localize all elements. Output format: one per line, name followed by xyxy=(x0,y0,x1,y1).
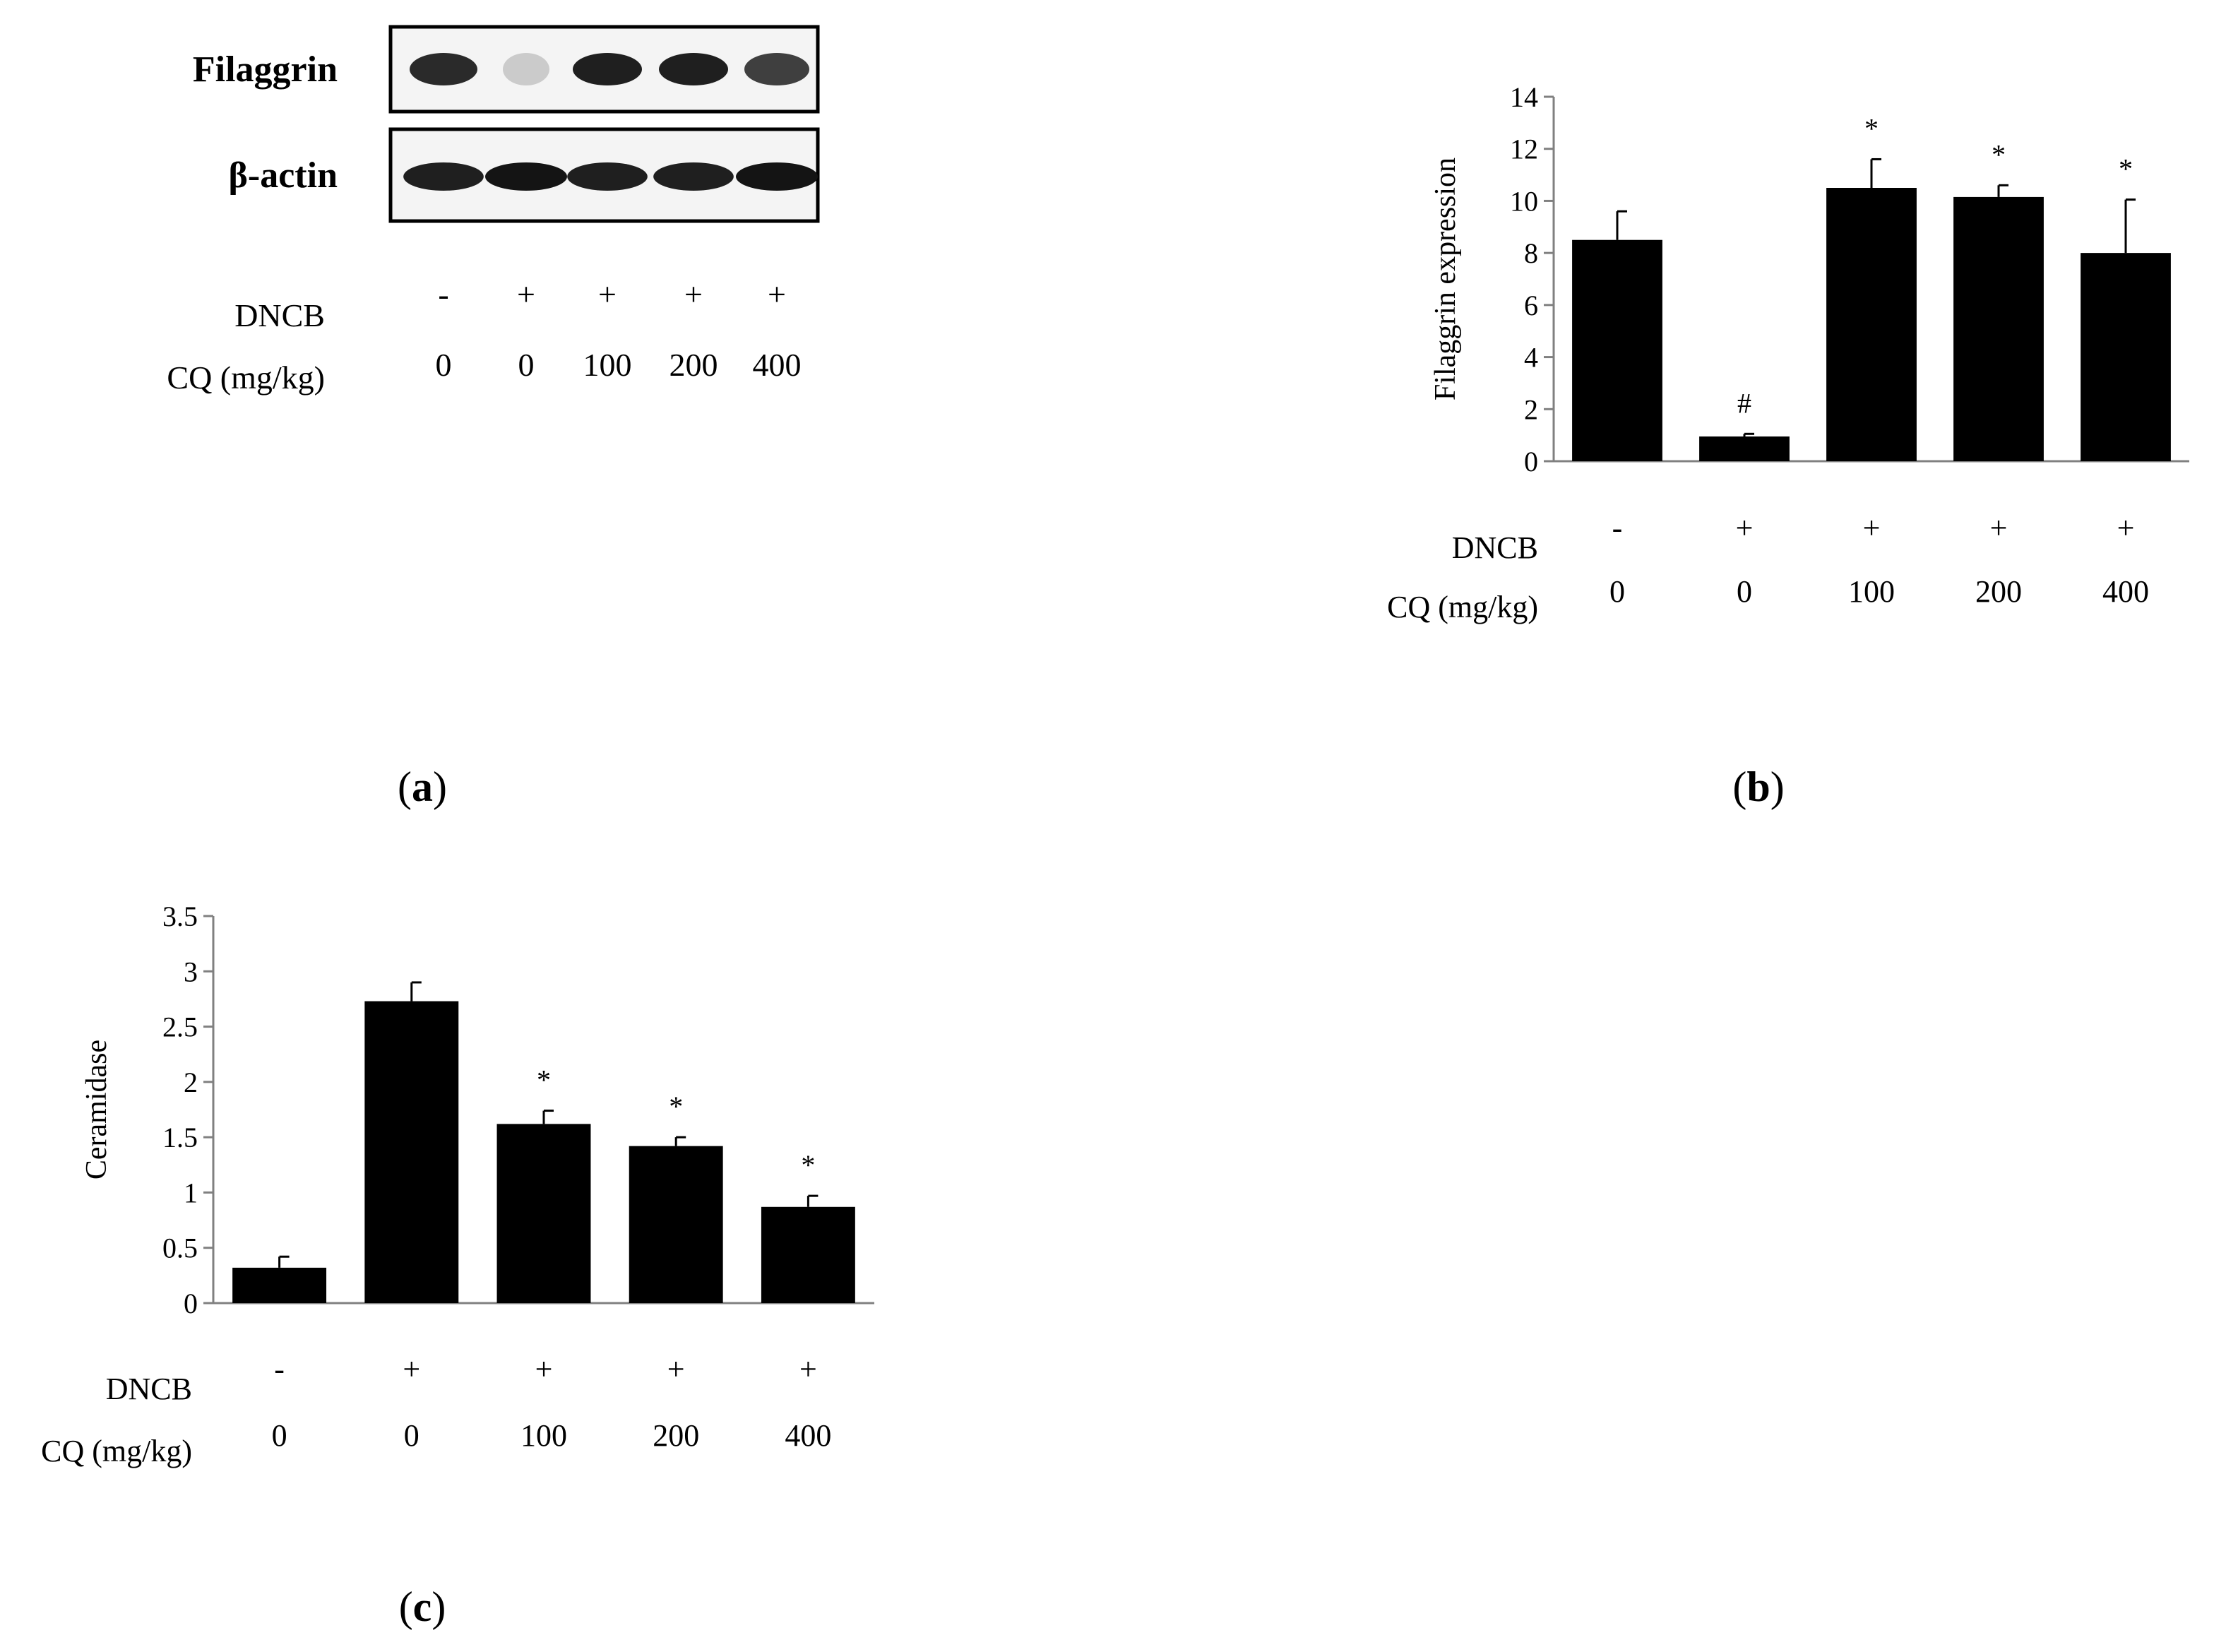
cq-value: 200 xyxy=(669,347,718,383)
cq-value: 400 xyxy=(753,347,802,383)
y-tick-label: 2 xyxy=(184,1066,198,1098)
blot-bands-beta-actin xyxy=(403,162,818,191)
significance-marker: * xyxy=(801,1149,815,1181)
cq-value: 200 xyxy=(1975,574,2022,609)
y-tick-label: 12 xyxy=(1510,133,1538,165)
cq-value: 100 xyxy=(520,1418,567,1453)
blot-band xyxy=(744,53,809,85)
significance-marker: * xyxy=(1864,112,1879,144)
y-tick-label: 6 xyxy=(1524,290,1538,321)
y-axis-label: Ceramidase xyxy=(81,1040,113,1179)
bar xyxy=(1699,436,1790,461)
y-tick-label: 10 xyxy=(1510,185,1538,217)
bar xyxy=(629,1146,723,1303)
cq-value: 400 xyxy=(785,1418,831,1453)
y-tick-label: 0 xyxy=(184,1288,198,1319)
cq-value: 0 xyxy=(1737,574,1752,609)
blot-band xyxy=(410,53,477,85)
dncb-value: + xyxy=(1990,511,2008,545)
significance-marker: # xyxy=(1737,387,1751,419)
dncb-value: + xyxy=(2117,511,2135,545)
y-tick-label: 2.5 xyxy=(162,1011,198,1043)
cq-value: 0 xyxy=(404,1418,419,1453)
bar xyxy=(364,1001,459,1303)
y-axis-label: Filaggrin expression xyxy=(1429,158,1462,400)
cq-value: 0 xyxy=(518,347,535,383)
y-tick-label: 14 xyxy=(1510,81,1538,113)
cq-row-label: CQ (mg/kg) xyxy=(167,359,325,396)
blot-band xyxy=(503,53,549,85)
panel-c-chart: 0 0.5 1 1.5 2 2.5 3 3.5 Ceramidase - 0 +0 * +100 * +200… xyxy=(41,901,874,1468)
dncb-value: + xyxy=(684,276,703,312)
dncb-row-label: DNCB xyxy=(234,297,325,333)
y-tick-label: 4 xyxy=(1524,342,1538,374)
y-tick-label: 1.5 xyxy=(162,1122,198,1153)
cq-value: 100 xyxy=(583,347,632,383)
blot-bands-filaggrin xyxy=(410,53,809,85)
significance-marker: * xyxy=(537,1064,551,1096)
cq-row-label: CQ (mg/kg) xyxy=(1387,590,1538,624)
blot-band xyxy=(403,162,484,191)
y-tick-label: 3.5 xyxy=(162,901,198,932)
cq-value: 0 xyxy=(1609,574,1625,609)
blot-band xyxy=(736,162,818,191)
cq-value: 0 xyxy=(272,1418,287,1453)
cq-value: 100 xyxy=(1848,574,1895,609)
dncb-value: + xyxy=(1736,511,1754,545)
dncb-value: + xyxy=(517,276,535,312)
significance-marker: * xyxy=(2119,153,2133,185)
panel-b-chart: 0 2 4 6 8 10 12 14 Filaggrin expression - 0 # +0 * +10… xyxy=(1387,81,2189,624)
significance-marker: * xyxy=(669,1091,683,1122)
panel-a-treatment-columns: - + + + +0 0 100 200 400 xyxy=(436,276,802,383)
y-tick-label: 8 xyxy=(1524,237,1538,269)
blot-label-beta-actin: β-actin xyxy=(229,155,338,196)
bar xyxy=(1826,188,1917,461)
bar xyxy=(2081,253,2171,461)
y-tick-label: 0.5 xyxy=(162,1232,198,1264)
dncb-row-label: DNCB xyxy=(106,1372,192,1406)
blot-band xyxy=(567,162,648,191)
dncb-value: + xyxy=(535,1352,553,1386)
dncb-value: + xyxy=(799,1352,817,1386)
blot-label-filaggrin: Filaggrin xyxy=(193,49,338,90)
bar xyxy=(232,1267,327,1303)
panel-b-caption: (b) xyxy=(1732,763,1784,810)
bar xyxy=(761,1206,855,1303)
dncb-value: - xyxy=(1612,511,1623,545)
dncb-row-label: DNCB xyxy=(1452,530,1538,565)
dncb-value: + xyxy=(1863,511,1881,545)
cq-value: 400 xyxy=(2102,574,2149,609)
dncb-value: + xyxy=(403,1352,420,1386)
panel-c-caption: (c) xyxy=(399,1583,446,1630)
y-tick-label: 1 xyxy=(184,1177,198,1208)
dncb-value: - xyxy=(274,1352,285,1386)
bar xyxy=(1572,239,1662,461)
bar xyxy=(1953,196,2044,461)
panel-a: Filaggrin β-actin DNCB CQ (mg/kg) - + + + +0… xyxy=(167,25,820,810)
blot-band xyxy=(485,162,567,191)
cq-row-label: CQ (mg/kg) xyxy=(41,1434,192,1468)
y-tick-label: 2 xyxy=(1524,393,1538,425)
blot-band xyxy=(659,53,728,85)
bar xyxy=(496,1124,591,1303)
dncb-value: + xyxy=(598,276,617,312)
blot-band xyxy=(653,162,734,191)
cq-value: 200 xyxy=(653,1418,699,1453)
y-tick-label: 3 xyxy=(184,956,198,987)
dncb-value: - xyxy=(438,276,448,312)
blot-band xyxy=(573,53,642,85)
dncb-value: + xyxy=(667,1352,685,1386)
dncb-value: + xyxy=(768,276,786,312)
significance-marker: * xyxy=(1992,138,2006,170)
panel-a-caption: (a) xyxy=(398,763,447,810)
y-tick-label: 0 xyxy=(1524,446,1538,477)
cq-value: 0 xyxy=(436,347,452,383)
